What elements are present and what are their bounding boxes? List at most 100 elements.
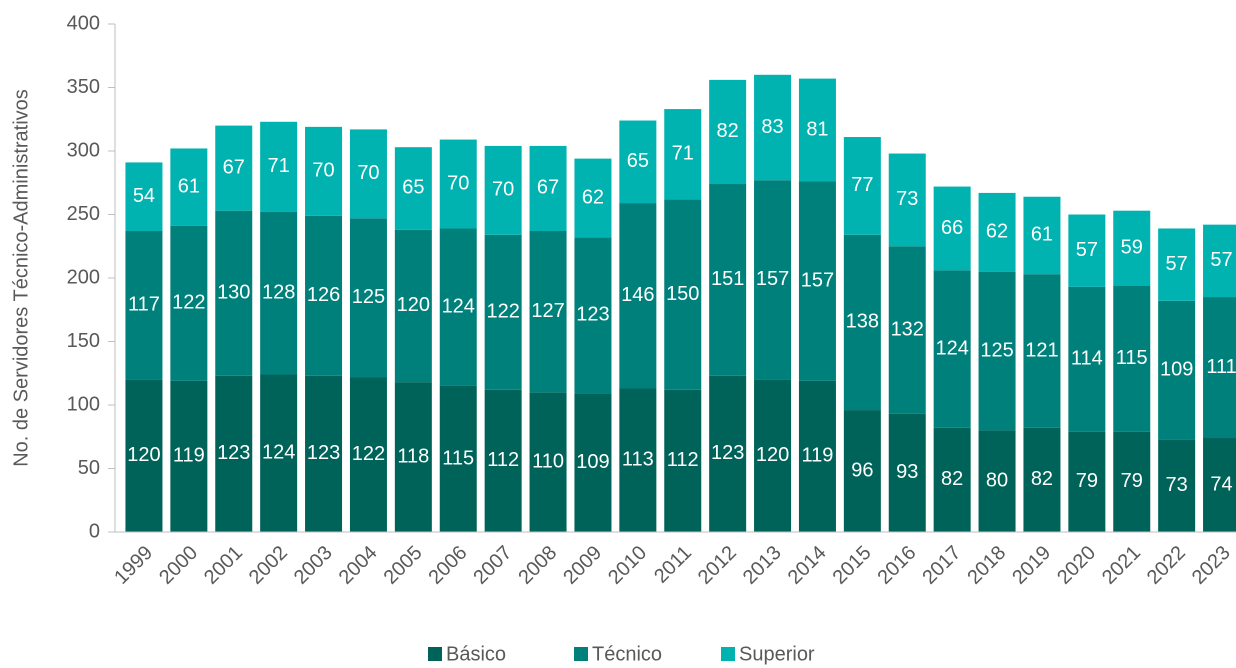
data-label: 54 xyxy=(133,185,155,207)
data-label: 119 xyxy=(802,445,834,467)
data-label: 120 xyxy=(756,444,789,466)
data-label: 67 xyxy=(537,177,559,199)
bar-segment xyxy=(394,382,432,532)
bar-segment xyxy=(170,148,208,226)
data-label: 67 xyxy=(223,156,245,178)
bar-segment xyxy=(1068,431,1106,532)
data-label: 81 xyxy=(806,118,828,140)
legend-label: Superior xyxy=(739,643,815,665)
data-label: 112 xyxy=(487,449,519,471)
data-label: 117 xyxy=(128,294,160,316)
data-label: 96 xyxy=(851,459,873,481)
bar-segment xyxy=(664,389,702,532)
data-label: 118 xyxy=(397,445,429,467)
data-label: 130 xyxy=(217,282,250,304)
bar-segment xyxy=(170,225,208,381)
bar-segment xyxy=(484,234,522,390)
bar-segment xyxy=(843,137,881,235)
bar-segment xyxy=(619,388,657,532)
bar-segment xyxy=(664,109,702,200)
data-label: 77 xyxy=(851,174,873,196)
y-tick-label: 300 xyxy=(67,139,100,161)
bar-segment xyxy=(170,380,208,532)
data-label: 128 xyxy=(262,282,295,304)
bar-segment xyxy=(798,78,836,182)
bar-segment xyxy=(1113,210,1151,286)
bar-segment xyxy=(125,162,163,232)
data-label: 121 xyxy=(1025,339,1058,361)
x-tick-label: 2007 xyxy=(469,542,516,589)
x-tick-label: 2002 xyxy=(245,542,292,589)
bar-segment xyxy=(349,129,387,219)
bar-segment xyxy=(349,218,387,378)
data-label: 57 xyxy=(1076,239,1098,261)
data-label: 157 xyxy=(801,269,834,291)
x-tick-label: 2023 xyxy=(1188,542,1235,589)
bar-segment xyxy=(888,246,926,414)
bar-segment xyxy=(215,125,253,211)
bar-segment xyxy=(1023,427,1061,532)
data-label: 127 xyxy=(531,300,564,322)
bar-segment xyxy=(215,210,253,376)
data-label: 79 xyxy=(1076,470,1098,492)
bar-segment xyxy=(260,374,298,532)
data-label: 109 xyxy=(576,451,609,473)
y-tick-label: 50 xyxy=(78,457,100,479)
bar-segment xyxy=(754,180,792,380)
data-label: 93 xyxy=(896,461,918,483)
x-tick-label: 2022 xyxy=(1143,542,1190,589)
data-label: 65 xyxy=(627,150,649,172)
bar-segment xyxy=(619,120,657,204)
data-label: 123 xyxy=(576,304,609,326)
x-tick-label: 2008 xyxy=(514,542,561,589)
bar-segment xyxy=(260,121,298,212)
data-label: 73 xyxy=(1166,474,1188,496)
legend-swatch xyxy=(721,647,735,661)
data-label: 70 xyxy=(447,172,469,194)
data-label: 57 xyxy=(1166,253,1188,275)
x-tick-label: 2005 xyxy=(380,542,427,589)
data-label: 120 xyxy=(397,294,430,316)
bar-segment xyxy=(754,74,792,181)
data-label: 112 xyxy=(667,449,699,471)
data-label: 146 xyxy=(621,284,654,306)
bar-segment xyxy=(1158,439,1196,532)
data-label: 124 xyxy=(262,442,295,464)
x-tick-label: 2003 xyxy=(290,542,337,589)
data-label: 125 xyxy=(352,286,385,308)
data-label: 125 xyxy=(980,339,1013,361)
x-tick-label: 2013 xyxy=(739,542,786,589)
x-tick-label: 2016 xyxy=(873,542,920,589)
data-label: 62 xyxy=(986,221,1008,243)
bar-segment xyxy=(709,79,747,185)
bar-segment xyxy=(754,379,792,532)
bar-segment xyxy=(529,392,567,532)
x-tick-label: 2010 xyxy=(604,542,651,589)
bar-segment xyxy=(574,393,612,532)
bar-segment xyxy=(1158,228,1196,301)
data-label: 57 xyxy=(1210,249,1232,271)
data-label: 82 xyxy=(941,468,963,490)
bar-segment xyxy=(215,375,253,532)
data-label: 115 xyxy=(1116,347,1148,369)
bar-segment xyxy=(305,215,343,376)
data-label: 83 xyxy=(761,116,783,138)
x-tick-label: 2014 xyxy=(784,542,831,589)
bar-segment xyxy=(529,145,567,232)
bar-segment xyxy=(1158,300,1196,440)
y-tick-label: 100 xyxy=(67,393,100,415)
data-label: 123 xyxy=(711,442,744,464)
data-label: 79 xyxy=(1121,470,1143,492)
data-label: 62 xyxy=(582,186,604,208)
bar-segment xyxy=(664,199,702,390)
bar-segment xyxy=(1203,224,1236,298)
y-tick-label: 0 xyxy=(89,520,100,542)
data-label: 122 xyxy=(352,443,385,465)
bar-segment xyxy=(1113,285,1151,432)
bar-segment xyxy=(888,413,926,532)
bar-segment xyxy=(1203,438,1236,532)
data-label: 150 xyxy=(666,283,699,305)
bar-segment xyxy=(1203,297,1236,439)
data-label: 123 xyxy=(307,442,340,464)
bar-segment xyxy=(305,375,343,532)
